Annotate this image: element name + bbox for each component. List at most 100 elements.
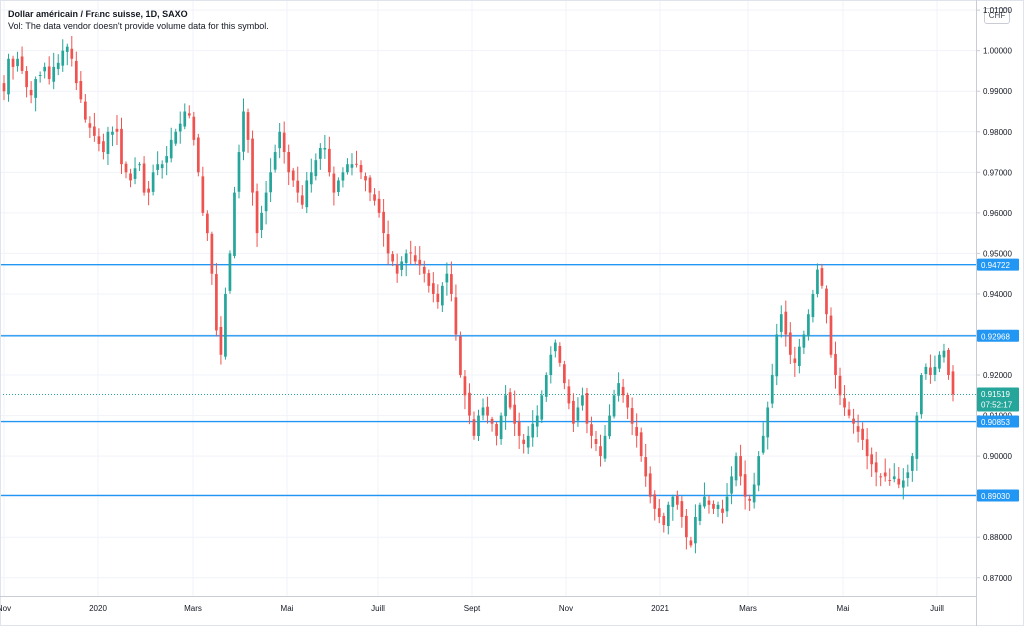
candle-body	[807, 314, 810, 337]
candle	[644, 443, 648, 487]
candle	[450, 261, 453, 302]
currency-badge[interactable]: CHF	[984, 8, 1010, 24]
candle-body	[215, 274, 218, 331]
candle	[133, 157, 137, 185]
candle-body	[255, 191, 259, 234]
candle-body	[549, 354, 553, 376]
level-badge	[977, 489, 1019, 502]
level-badge-label: 0.90853	[981, 418, 1010, 427]
candle	[431, 272, 435, 303]
candle	[603, 424, 607, 462]
candle	[165, 146, 169, 176]
candle-body	[856, 426, 860, 432]
candle-body	[698, 504, 702, 521]
candle	[382, 199, 385, 247]
candle	[825, 285, 828, 324]
candle	[111, 126, 114, 147]
candle	[947, 347, 950, 380]
candle-body	[675, 495, 679, 505]
candle	[924, 363, 928, 380]
candle	[192, 111, 196, 146]
candle	[793, 346, 797, 377]
candle	[88, 116, 92, 139]
candle	[2, 75, 6, 101]
candle	[865, 428, 869, 470]
y-tick-label: 0.97000	[983, 168, 1012, 177]
candle-body	[323, 147, 327, 150]
candle	[65, 43, 69, 66]
candle-body	[79, 81, 83, 100]
candle-body	[269, 172, 272, 193]
horizontal-levels[interactable]	[0, 263, 976, 497]
candle-body	[915, 415, 919, 459]
candle	[761, 422, 765, 455]
candle-body	[707, 500, 711, 505]
candle	[490, 416, 494, 432]
candle	[621, 378, 625, 403]
candle	[29, 81, 33, 104]
candle-body	[368, 177, 372, 193]
candle	[328, 136, 331, 177]
candle	[341, 167, 345, 188]
candle	[797, 338, 801, 374]
candle	[61, 39, 65, 72]
candle-body	[102, 141, 105, 153]
candle-body	[829, 315, 833, 355]
candle-body	[734, 456, 738, 481]
candle	[291, 167, 295, 187]
candle-body	[34, 79, 37, 98]
y-tick-label: 0.88000	[983, 533, 1012, 542]
candle	[269, 158, 272, 202]
candle	[219, 316, 223, 365]
candle	[951, 365, 955, 402]
candle	[142, 156, 146, 196]
y-tick-label: 0.95000	[983, 249, 1012, 258]
candle-body	[802, 334, 806, 348]
candle	[404, 249, 408, 277]
candle	[314, 153, 318, 181]
candle	[734, 452, 738, 487]
candle	[287, 144, 291, 186]
candle	[517, 412, 521, 449]
candle-body	[748, 498, 751, 501]
candle	[52, 52, 56, 90]
candle	[255, 183, 259, 247]
volume-note: Vol: The data vendor doesn't provide vol…	[8, 21, 269, 31]
candle-body	[811, 293, 815, 318]
candle	[703, 482, 706, 509]
candle	[920, 372, 923, 419]
candle-body	[535, 415, 539, 427]
candle	[843, 385, 846, 416]
candle	[196, 133, 200, 177]
candle	[124, 161, 128, 179]
candle	[626, 392, 629, 420]
candle-body	[382, 211, 385, 234]
candle-body	[282, 132, 286, 153]
candle-body	[459, 336, 462, 376]
x-tick-label: Juill	[371, 604, 385, 613]
candle-body	[400, 261, 404, 270]
candle-body	[739, 456, 742, 477]
candle-body	[626, 394, 629, 408]
candles	[2, 35, 955, 554]
candle-body	[29, 89, 33, 96]
candle-body	[129, 173, 132, 181]
candle-body	[65, 46, 69, 52]
candle-body	[757, 456, 761, 486]
y-tick-label: 0.96000	[983, 209, 1012, 218]
candle	[34, 76, 37, 112]
candle	[47, 56, 51, 85]
last-price-label: 0.91519	[981, 390, 1010, 399]
candle-body	[296, 180, 300, 193]
candle	[486, 396, 489, 424]
candle-body	[328, 148, 331, 173]
candle	[829, 307, 833, 358]
candle	[409, 240, 413, 265]
candle-body	[88, 123, 92, 128]
candle	[725, 483, 729, 518]
candle	[608, 404, 611, 440]
candle	[531, 410, 535, 447]
candle-body	[838, 375, 842, 396]
